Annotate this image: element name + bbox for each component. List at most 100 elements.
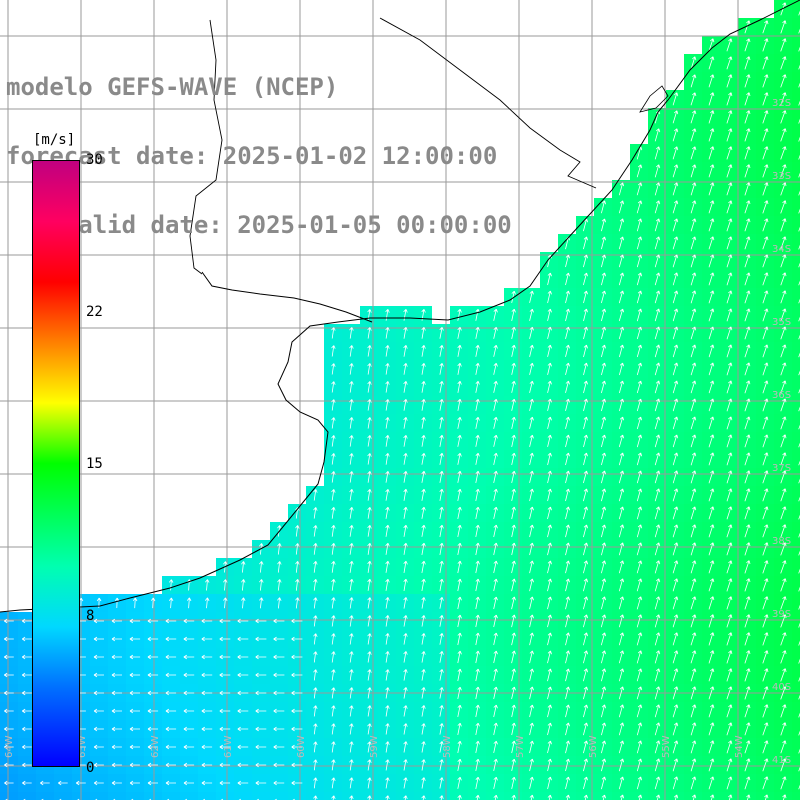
wind-arrow xyxy=(165,762,176,768)
wind-arrow xyxy=(672,758,679,772)
wind-arrow xyxy=(511,524,516,538)
wind-arrow xyxy=(636,434,643,448)
wind-arrow xyxy=(22,744,32,750)
wind-arrow xyxy=(93,618,104,624)
wind-arrow xyxy=(295,597,300,609)
wind-arrow xyxy=(762,146,769,160)
wind-arrow xyxy=(672,308,679,322)
wind-arrow xyxy=(583,758,588,772)
wind-arrow xyxy=(547,722,552,736)
wind-arrow xyxy=(421,381,426,393)
wind-arrow xyxy=(547,794,552,800)
wind-arrow xyxy=(672,632,679,646)
wind-speed-cell xyxy=(360,792,378,800)
wind-arrow xyxy=(349,525,354,537)
wind-arrow xyxy=(762,254,769,268)
wind-arrow xyxy=(511,362,516,375)
wind-arrow xyxy=(201,780,213,786)
wind-arrow xyxy=(690,74,697,88)
wind-arrow xyxy=(421,795,426,800)
wind-arrow xyxy=(690,776,697,790)
wind-arrow xyxy=(690,326,697,340)
wind-speed-cell xyxy=(792,306,800,324)
wind-arrow xyxy=(313,543,318,555)
wind-arrow xyxy=(313,597,318,609)
wind-arrow xyxy=(726,596,733,610)
wind-arrow xyxy=(3,654,14,660)
wind-arrow xyxy=(21,618,32,624)
wind-arrow xyxy=(367,507,372,519)
longitude-label: 57W xyxy=(515,735,526,758)
wind-arrow xyxy=(130,798,134,800)
wind-speed-cell xyxy=(90,792,108,800)
wind-arrow xyxy=(798,532,800,538)
wind-arrow xyxy=(204,597,210,609)
wind-arrow xyxy=(475,452,480,465)
wind-arrow xyxy=(150,597,156,609)
wind-arrow xyxy=(403,309,408,321)
wind-speed-cell xyxy=(792,252,800,270)
wind-arrow xyxy=(331,489,336,501)
wind-arrow xyxy=(744,272,751,286)
wind-arrow xyxy=(331,327,336,339)
wind-arrow xyxy=(690,236,697,250)
wind-arrow xyxy=(708,92,715,106)
wind-arrow xyxy=(457,632,462,646)
river-plate-coast-north xyxy=(201,271,373,323)
wind-arrow xyxy=(690,398,697,412)
wind-arrow xyxy=(780,308,787,322)
wind-arrow xyxy=(601,452,607,466)
wind-arrow xyxy=(313,525,318,537)
latitude-label: 41S xyxy=(772,755,791,766)
wind-arrow xyxy=(367,615,372,627)
wind-arrow xyxy=(780,146,787,160)
wind-arrow xyxy=(183,762,195,768)
wind-arrow xyxy=(3,618,14,624)
wind-arrow xyxy=(493,794,498,800)
colorbar-unit: [m/s] xyxy=(33,132,76,148)
wind-arrow xyxy=(349,417,354,429)
wind-arrow xyxy=(762,38,769,52)
wind-arrow xyxy=(367,669,372,681)
wind-arrow xyxy=(256,798,260,800)
wind-arrow xyxy=(744,92,751,106)
wind-arrow xyxy=(349,777,354,789)
wind-speed-cell xyxy=(792,180,800,198)
wind-arrow xyxy=(690,668,697,682)
wind-arrow xyxy=(690,362,697,376)
colorbar-tick-8: 8 xyxy=(86,608,95,624)
wind-arrow xyxy=(457,470,462,483)
wind-arrow xyxy=(147,636,159,642)
wind-arrow xyxy=(746,794,751,800)
wind-arrow xyxy=(165,654,177,660)
wind-arrow xyxy=(439,723,444,735)
wind-arrow xyxy=(618,668,625,682)
wind-arrow xyxy=(349,723,354,735)
wind-arrow xyxy=(654,488,661,502)
wind-arrow xyxy=(547,308,552,321)
wind-arrow xyxy=(708,146,715,160)
wind-arrow xyxy=(744,326,751,340)
wind-arrow xyxy=(636,416,643,430)
wind-arrow xyxy=(493,542,498,556)
wind-arrow xyxy=(201,636,213,642)
wind-arrow xyxy=(708,344,715,358)
wind-arrow xyxy=(457,560,462,574)
wind-arrow xyxy=(798,496,800,502)
wind-arrow xyxy=(618,614,625,628)
wind-arrow xyxy=(798,712,800,718)
wind-arrow xyxy=(726,776,733,790)
wind-arrow xyxy=(726,740,733,754)
wind-arrow xyxy=(601,542,607,556)
wind-arrow xyxy=(295,543,300,555)
wind-arrow xyxy=(565,308,570,322)
lagoon-outline xyxy=(639,85,669,113)
wind-arrow xyxy=(691,794,697,800)
wind-arrow xyxy=(475,362,480,375)
wind-arrow xyxy=(547,614,552,628)
wind-arrow xyxy=(780,344,787,358)
wind-arrow xyxy=(58,780,68,786)
wind-arrow xyxy=(255,726,267,732)
wind-arrow xyxy=(529,452,534,465)
wind-arrow xyxy=(511,434,516,447)
